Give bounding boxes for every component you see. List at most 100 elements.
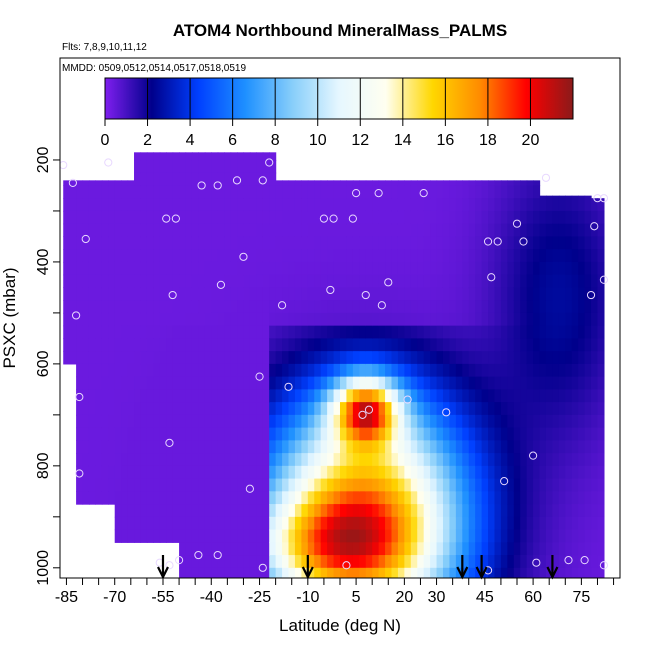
heatmap-cell — [314, 185, 322, 199]
heatmap-cell — [552, 198, 560, 212]
heatmap-cell — [224, 312, 232, 327]
heatmap-cell — [391, 274, 399, 289]
heatmap-cell — [365, 300, 373, 314]
heatmap-cell — [275, 351, 283, 365]
heatmap-cell — [462, 180, 470, 187]
heatmap-cell — [327, 351, 335, 365]
heatmap-cell — [378, 287, 386, 301]
heatmap-cell — [76, 478, 84, 492]
heatmap-cell — [494, 478, 502, 492]
heatmap-cell — [340, 529, 348, 543]
heatmap-cell — [397, 529, 405, 543]
heatmap-cell — [507, 180, 515, 187]
heatmap-cell — [352, 567, 360, 578]
heatmap-cell — [410, 236, 418, 250]
heatmap-cell — [346, 427, 354, 441]
heatmap-cell — [417, 249, 425, 263]
heatmap-cell — [198, 338, 206, 352]
heatmap-cell — [462, 236, 470, 250]
heatmap-cell — [301, 555, 309, 569]
heatmap-cell — [224, 152, 232, 161]
heatmap-cell — [166, 152, 174, 161]
heatmap-cell — [449, 402, 457, 416]
heatmap-cell — [243, 376, 251, 390]
heatmap-cell — [179, 402, 187, 416]
heatmap-cell — [500, 210, 508, 225]
heatmap-cell — [108, 338, 116, 352]
heatmap-cell — [82, 338, 90, 352]
heatmap-cell — [282, 491, 290, 505]
heatmap-cell — [114, 198, 122, 212]
heatmap-cell — [539, 376, 547, 390]
heatmap-cell — [243, 325, 251, 339]
heatmap-cell — [140, 185, 148, 199]
heatmap-cell — [172, 325, 180, 339]
heatmap-cell — [533, 529, 541, 543]
heatmap-cell — [513, 180, 521, 187]
heatmap-cell — [211, 504, 219, 518]
heatmap-cell — [571, 274, 579, 289]
heatmap-cell — [462, 198, 470, 212]
heatmap-cell — [494, 312, 502, 327]
heatmap-cell — [597, 504, 605, 518]
heatmap-cell — [95, 274, 103, 289]
heatmap-cell — [455, 198, 463, 212]
heatmap-cell — [294, 414, 302, 429]
heatmap-cell — [211, 312, 219, 327]
heatmap-cell — [507, 440, 515, 454]
y-tick-label: 800 — [35, 452, 52, 479]
heatmap-cell — [591, 555, 599, 569]
heatmap-cell — [256, 249, 264, 263]
heatmap-cell — [282, 555, 290, 569]
heatmap-cell — [237, 491, 245, 505]
heatmap-cell — [327, 504, 335, 518]
heatmap-cell — [224, 376, 232, 390]
heatmap-cell — [526, 567, 534, 578]
heatmap-cell — [468, 223, 476, 238]
heatmap-cell — [475, 389, 483, 403]
heatmap-cell — [346, 185, 354, 199]
heatmap-cell — [372, 249, 380, 263]
heatmap-cell — [507, 555, 515, 569]
heatmap-cell — [584, 402, 592, 416]
heatmap-cell — [282, 453, 290, 467]
heatmap-cell — [153, 389, 161, 403]
heatmap-cell — [494, 223, 502, 238]
heatmap-cell — [558, 414, 566, 429]
heatmap-cell — [333, 402, 341, 416]
heatmap-cell — [198, 363, 206, 378]
heatmap-cell — [185, 351, 193, 365]
heatmap-cell — [565, 567, 573, 578]
heatmap-cell — [191, 402, 199, 416]
heatmap-cell — [320, 185, 328, 199]
heatmap-cell — [204, 159, 212, 174]
heatmap-cell — [552, 249, 560, 263]
heatmap-cell — [282, 465, 290, 480]
heatmap-cell — [140, 363, 148, 378]
heatmap-cell — [134, 529, 142, 543]
heatmap-cell — [314, 542, 322, 556]
heatmap-cell — [256, 478, 264, 492]
heatmap-cell — [211, 274, 219, 289]
heatmap-cell — [114, 325, 122, 339]
heatmap-cell — [481, 389, 489, 403]
heatmap-cell — [179, 159, 187, 174]
heatmap-cell — [153, 300, 161, 314]
x-tick-label: 45 — [476, 589, 494, 606]
heatmap-cell — [462, 504, 470, 518]
heatmap-cell — [513, 312, 521, 327]
heatmap-cell — [301, 198, 309, 212]
heatmap-cell — [565, 465, 573, 480]
heatmap-cell — [333, 376, 341, 390]
heatmap-cell — [217, 351, 225, 365]
heatmap-cell — [552, 236, 560, 250]
heatmap-cell — [449, 210, 457, 225]
heatmap-cell — [320, 312, 328, 327]
heatmap-cell — [63, 287, 71, 301]
heatmap-cell — [481, 198, 489, 212]
heatmap-cell — [385, 338, 393, 352]
heatmap-cell — [430, 274, 438, 289]
heatmap-cell — [417, 542, 425, 556]
heatmap-cell — [320, 363, 328, 378]
heatmap-cell — [262, 261, 270, 276]
